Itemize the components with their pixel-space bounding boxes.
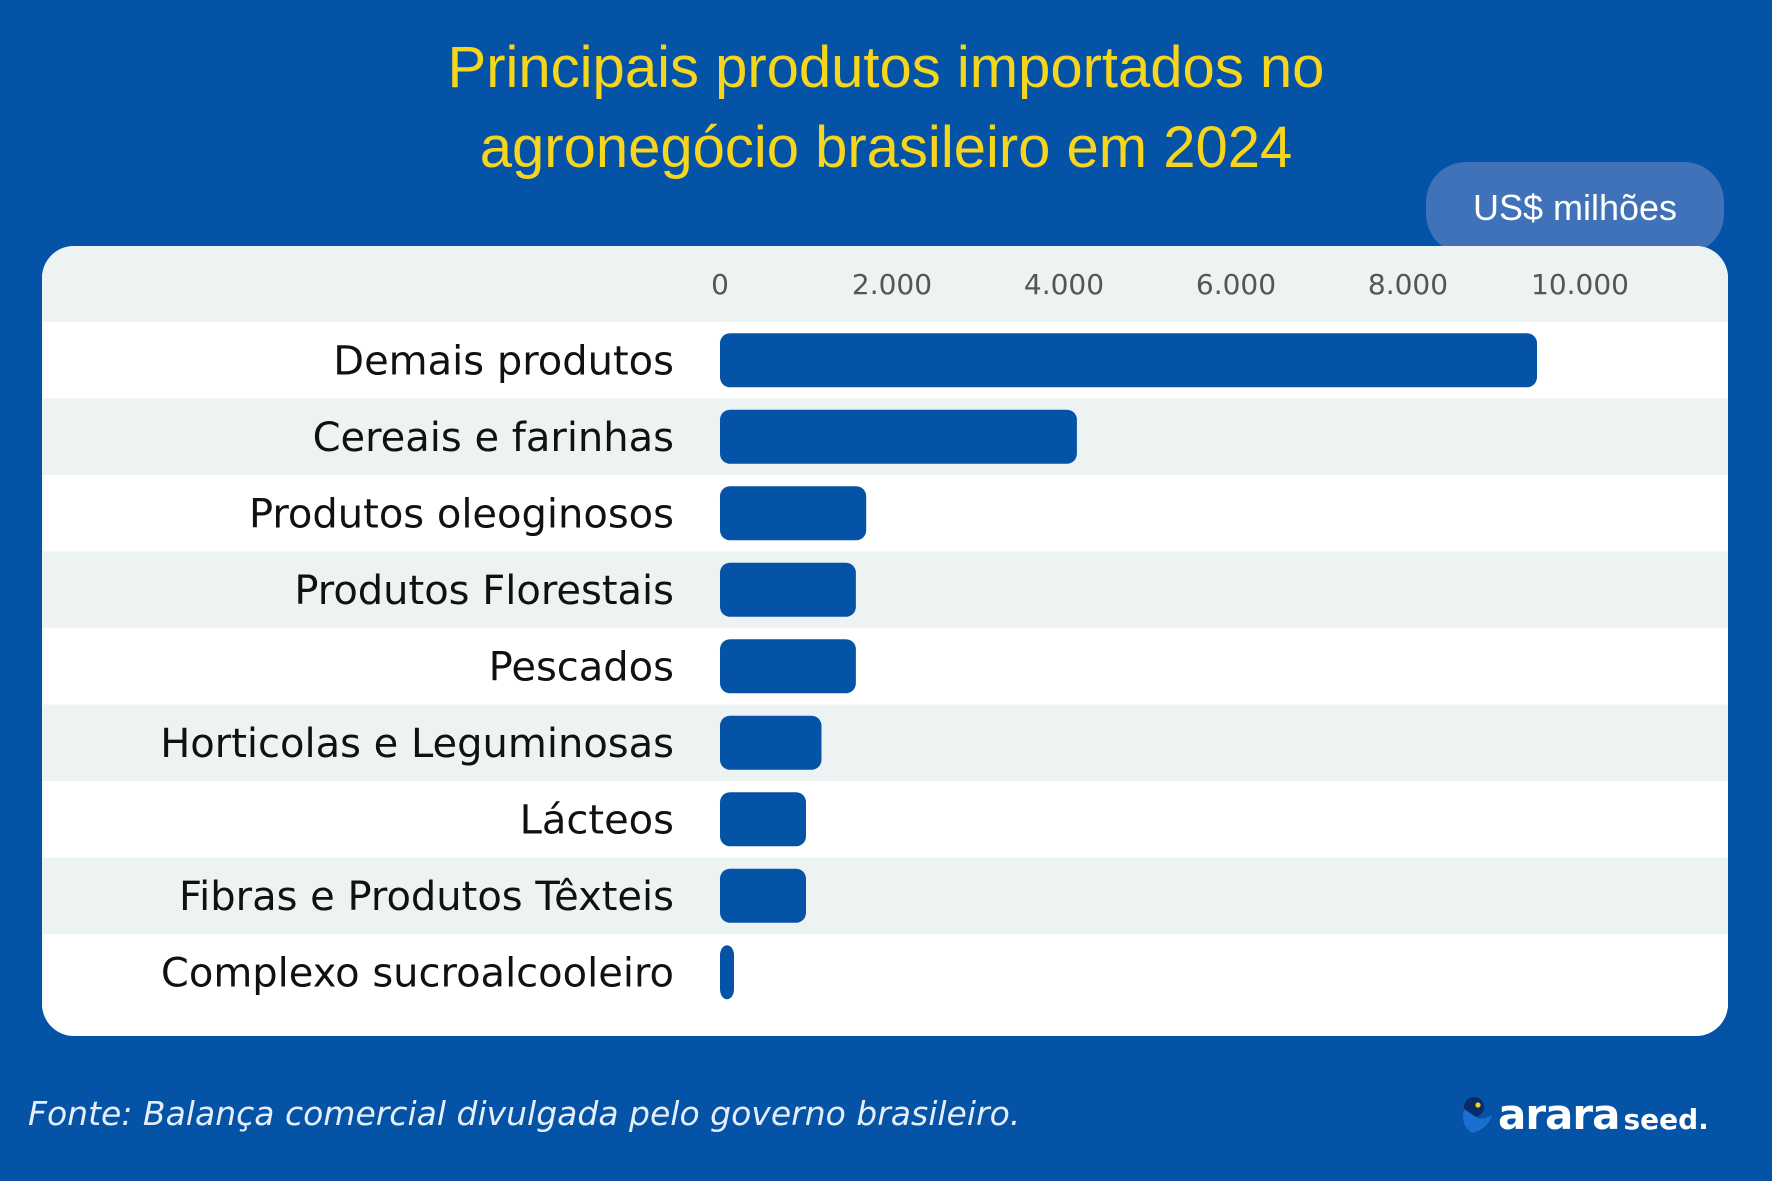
x-tick-label: 2.000 (852, 268, 932, 301)
bar (720, 333, 1537, 388)
row-background (42, 475, 1728, 552)
row-background (42, 628, 1728, 705)
chart-title-line-1: Principais produtos importados no (447, 35, 1325, 100)
category-label: Produtos oleoginosos (249, 491, 674, 537)
category-label: Cereais e farinhas (313, 415, 674, 461)
bar (720, 486, 867, 541)
parrot-logo-icon (1463, 1097, 1492, 1133)
logo-sub-text: seed. (1623, 1103, 1709, 1136)
chart-panel: 0 2.000 4.000 6.000 8.000 10.000 Demais produt… (42, 246, 1728, 1036)
bar (720, 715, 822, 770)
category-label: Produtos Florestais (294, 568, 674, 614)
category-label: Fibras e Produtos Têxteis (179, 874, 674, 920)
row-background (42, 857, 1728, 934)
row-background (42, 704, 1728, 781)
x-tick-label: 10.000 (1531, 268, 1629, 301)
bar (720, 868, 806, 923)
category-label: Complexo sucroalcooleiro (161, 950, 674, 996)
bar (720, 792, 806, 847)
category-label: Demais produtos (333, 338, 674, 384)
logo-main-text: arara (1498, 1090, 1620, 1139)
bar (720, 562, 856, 617)
x-tick-label: 8.000 (1368, 268, 1448, 301)
row-background (42, 934, 1728, 1011)
bar-chart: 0 2.000 4.000 6.000 8.000 10.000 Demais produt… (42, 246, 1728, 1011)
bar (720, 639, 856, 694)
chart-title-line-2: agronegócio brasileiro em 2024 (479, 115, 1293, 180)
x-tick-label: 4.000 (1024, 268, 1104, 301)
category-label: Horticolas e Leguminosas (160, 721, 674, 767)
x-tick-label: 0 (711, 268, 729, 301)
bar (720, 945, 734, 1000)
row-background (42, 551, 1728, 628)
x-tick-label: 6.000 (1196, 268, 1276, 301)
row-background (42, 781, 1728, 858)
bar (720, 409, 1077, 464)
axis-header-band (42, 246, 1728, 322)
source-note: Fonte: Balança comercial divulgada pelo … (28, 1094, 1021, 1133)
arara-seed-logo: arara seed. (1458, 1090, 1709, 1140)
category-label: Pescados (489, 644, 674, 690)
chart-title: Principais produtos importados no agrone… (0, 28, 1772, 188)
category-label: Lácteos (520, 797, 674, 843)
unit-badge: US$ milhões (1426, 162, 1724, 254)
